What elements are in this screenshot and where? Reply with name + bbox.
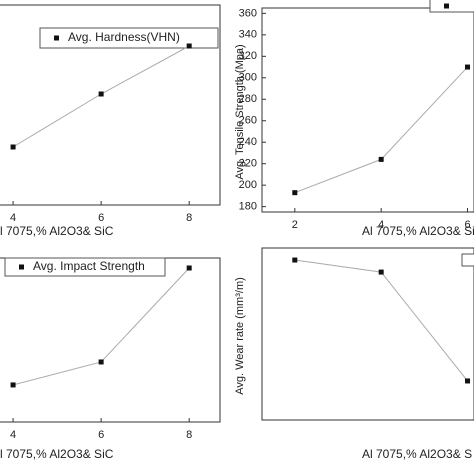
- x-axis-label: l 7075,% Al2O3& SiC: [0, 447, 114, 461]
- y-tick-label: 220: [239, 158, 257, 170]
- y-tick-label: 180: [239, 201, 257, 213]
- x-tick-label: 6: [98, 212, 104, 224]
- y-tick-label: 200: [239, 179, 257, 191]
- y-tick-label: 300: [239, 72, 257, 84]
- legend-marker: [19, 264, 24, 270]
- x-tick-label: 4: [10, 429, 16, 441]
- data-point: [378, 156, 384, 162]
- x-tick-label: 4: [10, 212, 16, 224]
- legend-marker: [444, 3, 449, 9]
- plot-frame: [261, 247, 474, 421]
- legend-box: [39, 27, 219, 49]
- plot-frame: [0, 257, 221, 423]
- x-axis-label: Al 7075,% Al2O3& Si: [362, 224, 474, 238]
- data-point: [186, 43, 192, 49]
- legend-box: [429, 0, 474, 13]
- data-point: [10, 144, 16, 150]
- data-point: [465, 378, 471, 384]
- y-tick-label: 340: [239, 29, 257, 41]
- x-axis-label: l 7075,% Al2O3& SiC: [0, 224, 114, 238]
- x-tick-label: 4: [378, 219, 384, 231]
- x-tick-label: 2: [292, 219, 298, 231]
- legend-label: Avg. Impact Strength: [33, 259, 145, 273]
- x-tick-label: 6: [464, 219, 470, 231]
- plot-frame: [0, 4, 221, 206]
- data-point: [98, 91, 104, 97]
- y-axis-label: Avg. Tensile Strength (Mpa): [234, 44, 246, 179]
- x-tick-label: 8: [186, 429, 192, 441]
- data-line: [294, 66, 468, 194]
- data-point: [10, 382, 16, 388]
- x-tick-label: 8: [186, 212, 192, 224]
- y-tick-label: 280: [239, 93, 257, 105]
- x-tick-label: 6: [98, 429, 104, 441]
- data-point: [292, 190, 298, 196]
- y-tick-label: 240: [239, 136, 257, 148]
- data-line: [12, 267, 190, 386]
- legend-marker: [54, 35, 59, 41]
- plot-frame: [261, 7, 474, 213]
- data-point: [186, 265, 192, 271]
- x-axis-label: Al 7075,% Al2O3& S: [362, 447, 472, 461]
- data-point: [98, 359, 104, 365]
- y-tick-label: 320: [239, 50, 257, 62]
- y-tick-label: 260: [239, 115, 257, 127]
- data-point: [378, 269, 384, 275]
- y-tick-label: 360: [239, 7, 257, 19]
- legend-label: Avg. Hardness(VHN): [68, 30, 180, 44]
- data-line: [294, 259, 468, 382]
- data-point: [465, 64, 471, 70]
- y-axis-label: Avg. Wear rate (mm³/m): [234, 277, 246, 395]
- legend-box: [4, 257, 166, 277]
- legend-box: [461, 253, 474, 267]
- data-point: [292, 257, 298, 263]
